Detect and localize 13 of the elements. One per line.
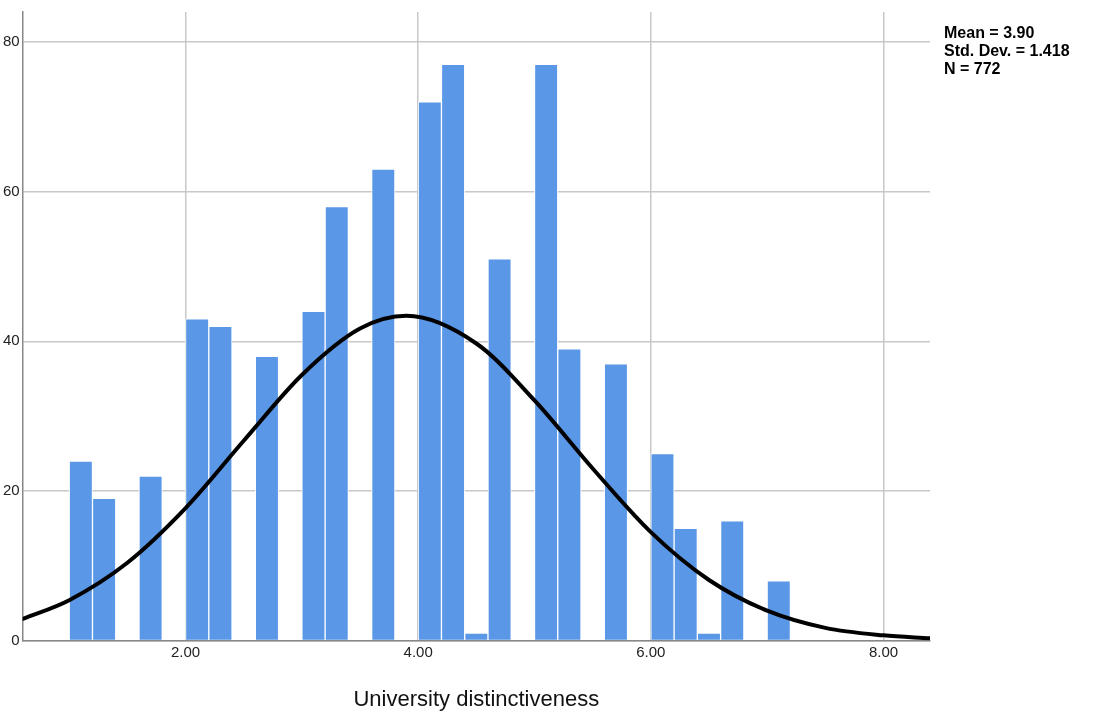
- x-axis-title: University distinctiveness: [353, 685, 600, 711]
- y-tick-label: 80: [3, 32, 20, 50]
- y-tick-label: 0: [11, 630, 20, 648]
- x-tick-label: 8.00: [868, 642, 899, 660]
- y-tick-label: 20: [3, 481, 20, 499]
- x-tick-label: 6.00: [636, 642, 666, 660]
- x-tick-label: 4.00: [403, 642, 433, 660]
- text: Mean = 3.90: [944, 24, 1035, 42]
- x-tick-label: 2.00: [170, 642, 201, 660]
- text: N = 772: [944, 60, 1001, 78]
- y-tick-label: 60: [3, 181, 20, 199]
- y-tick-label: 40: [3, 331, 20, 349]
- text: Std. Dev. = 1.418: [944, 42, 1070, 60]
